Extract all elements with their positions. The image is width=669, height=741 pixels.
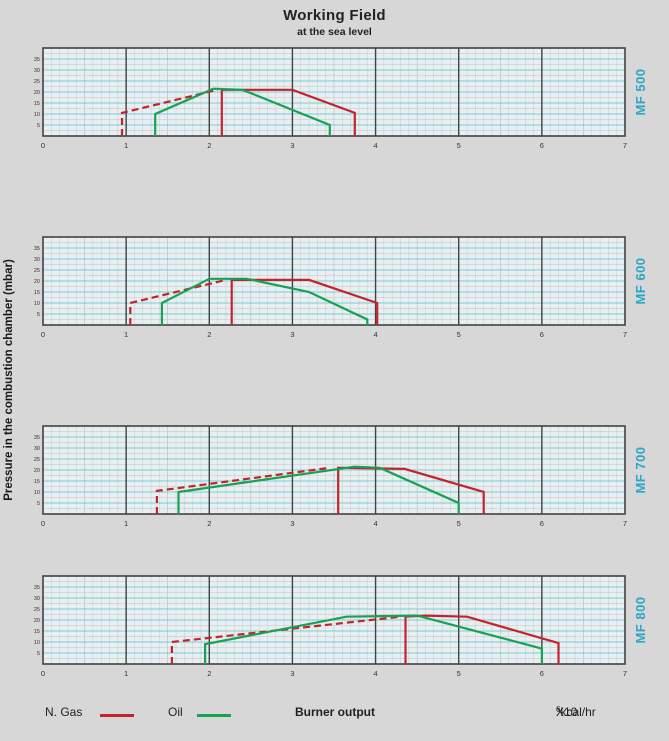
svg-text:20: 20: [34, 279, 40, 285]
svg-text:10: 10: [34, 640, 40, 646]
svg-text:15: 15: [34, 101, 40, 107]
svg-text:2: 2: [207, 141, 211, 150]
svg-text:0: 0: [41, 669, 45, 678]
svg-text:1: 1: [124, 519, 128, 528]
legend-gas-label: N. Gas: [45, 705, 83, 719]
chart-mf-700: 0 1 2 3 4 5 6 7 5 10 15 20 25 30 35: [25, 424, 637, 530]
svg-text:3: 3: [290, 330, 294, 339]
chart-mf-500: 0 1 2 3 4 5 6 7 5 10 15 20 25 30 35: [25, 46, 637, 152]
svg-text:0: 0: [41, 330, 45, 339]
svg-text:1: 1: [124, 330, 128, 339]
svg-text:25: 25: [34, 79, 40, 85]
svg-text:0: 0: [41, 519, 45, 528]
svg-text:6: 6: [540, 519, 544, 528]
svg-text:7: 7: [623, 519, 627, 528]
svg-text:35: 35: [34, 246, 40, 252]
svg-text:35: 35: [34, 585, 40, 591]
svg-text:35: 35: [34, 57, 40, 63]
unit-prefix: X10: [556, 705, 578, 719]
svg-text:4: 4: [373, 330, 377, 339]
svg-text:30: 30: [34, 257, 40, 263]
svg-text:20: 20: [34, 468, 40, 474]
svg-text:5: 5: [457, 669, 461, 678]
svg-text:2: 2: [207, 330, 211, 339]
svg-text:5: 5: [457, 141, 461, 150]
svg-text:10: 10: [34, 490, 40, 496]
unit-suffix: kcal/hr: [560, 705, 596, 719]
model-label-mf-500: MF 500: [633, 68, 648, 116]
svg-text:6: 6: [540, 330, 544, 339]
page-title: Working Field: [283, 7, 386, 24]
y-axis-label: Pressure in the combustion chamber (mbar…: [3, 259, 15, 501]
oil-line-swatch: [197, 714, 231, 717]
svg-text:3: 3: [290, 669, 294, 678]
chart-mf-800-plot: 0 1 2 3 4 5 6 7 5 10 15 20 25 30 35: [34, 575, 627, 678]
chart-mf-500-plot: 0 1 2 3 4 5 6 7 5 10 15 20 25 30 35: [34, 47, 627, 150]
svg-text:3: 3: [290, 141, 294, 150]
svg-text:4: 4: [373, 519, 377, 528]
svg-text:5: 5: [37, 312, 40, 318]
svg-text:4: 4: [373, 141, 377, 150]
svg-text:25: 25: [34, 268, 40, 274]
svg-text:5: 5: [457, 519, 461, 528]
legend-oil-label: Oil: [168, 705, 183, 719]
svg-text:25: 25: [34, 457, 40, 463]
svg-text:1: 1: [124, 669, 128, 678]
x-axis-title: Burner output: [295, 705, 375, 719]
svg-text:6: 6: [540, 669, 544, 678]
svg-text:5: 5: [37, 501, 40, 507]
svg-text:30: 30: [34, 68, 40, 74]
svg-text:15: 15: [34, 479, 40, 485]
chart-mf-700-plot: 0 1 2 3 4 5 6 7 5 10 15 20 25 30 35: [34, 425, 627, 528]
chart-mf-600: 0 1 2 3 4 5 6 7 5 10 15 20 25 30 35: [25, 235, 637, 341]
svg-text:2: 2: [207, 519, 211, 528]
svg-text:7: 7: [623, 669, 627, 678]
gas-line-swatch: [100, 714, 134, 717]
svg-text:10: 10: [34, 112, 40, 118]
svg-text:20: 20: [34, 90, 40, 96]
unit-exponent: 6: [556, 705, 561, 714]
svg-text:25: 25: [34, 607, 40, 613]
svg-text:7: 7: [623, 141, 627, 150]
model-label-mf-700: MF 700: [633, 446, 648, 494]
svg-text:15: 15: [34, 629, 40, 635]
svg-text:15: 15: [34, 290, 40, 296]
model-label-mf-600: MF 600: [633, 257, 648, 305]
svg-text:30: 30: [34, 446, 40, 452]
svg-text:4: 4: [373, 669, 377, 678]
chart-mf-600-plot: 0 1 2 3 4 5 6 7 5 10 15 20 25 30 35: [34, 236, 627, 339]
svg-text:2: 2: [207, 669, 211, 678]
svg-text:3: 3: [290, 519, 294, 528]
svg-text:7: 7: [623, 330, 627, 339]
chart-mf-800: 0 1 2 3 4 5 6 7 5 10 15 20 25 30 35: [25, 574, 637, 680]
svg-text:6: 6: [540, 141, 544, 150]
svg-text:0: 0: [41, 141, 45, 150]
x-axis-unit: X10 6 kcal/hr: [556, 705, 596, 720]
page-subtitle: at the sea level: [297, 26, 372, 38]
svg-text:30: 30: [34, 596, 40, 602]
model-label-mf-800: MF 800: [633, 596, 648, 644]
svg-text:5: 5: [37, 123, 40, 129]
svg-text:35: 35: [34, 435, 40, 441]
svg-text:5: 5: [457, 330, 461, 339]
svg-text:5: 5: [37, 651, 40, 657]
svg-text:1: 1: [124, 141, 128, 150]
svg-text:10: 10: [34, 301, 40, 307]
svg-text:20: 20: [34, 618, 40, 624]
